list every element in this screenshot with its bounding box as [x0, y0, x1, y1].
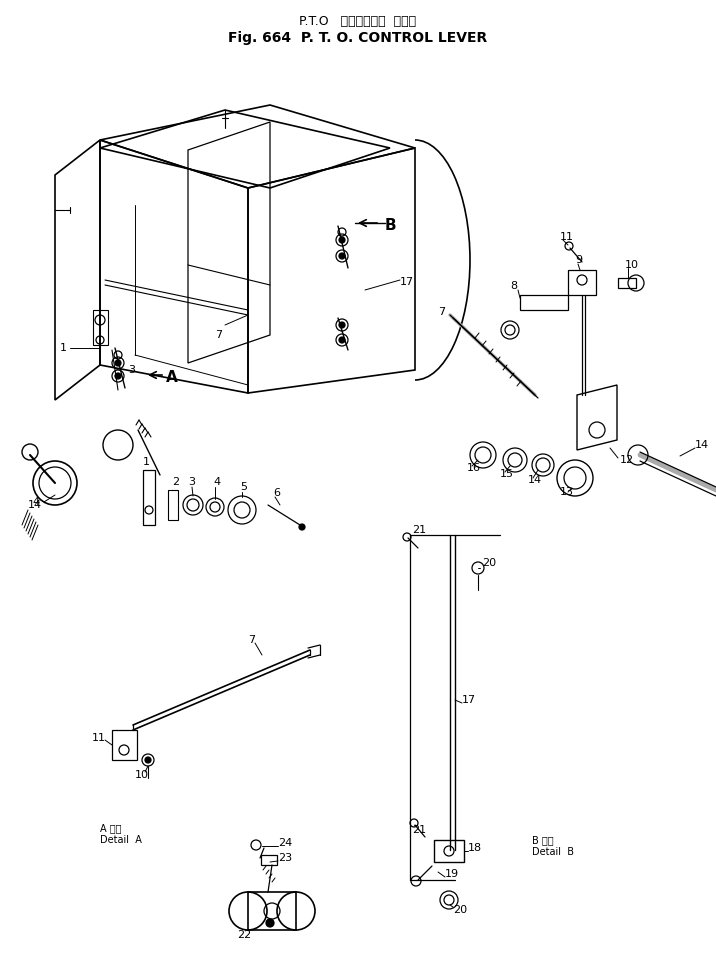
Text: 14: 14 [695, 440, 709, 450]
Bar [434, 840, 464, 862]
Text: 16: 16 [467, 463, 481, 473]
Bar [93, 310, 108, 345]
Text: 1: 1 [60, 343, 67, 353]
Circle shape [299, 524, 305, 530]
Text: 21: 21 [412, 825, 426, 835]
Text: 9: 9 [575, 255, 582, 265]
Text: 13: 13 [560, 487, 574, 497]
Text: P.T.O   コントロール  レバー: P.T.O コントロール レバー [299, 16, 417, 28]
Bar [261, 855, 277, 865]
Text: 18: 18 [468, 843, 482, 853]
Circle shape [339, 322, 345, 328]
Text: 21: 21 [412, 525, 426, 535]
Circle shape [145, 757, 151, 763]
Text: 17: 17 [462, 695, 476, 705]
Bar [618, 278, 636, 288]
Text: 11: 11 [92, 733, 106, 743]
Text: 7: 7 [248, 635, 255, 645]
Text: Detail  B: Detail B [532, 847, 574, 857]
Text: 17: 17 [400, 277, 414, 287]
Text: Fig. 664  P. T. O. CONTROL LEVER: Fig. 664 P. T. O. CONTROL LEVER [228, 31, 488, 45]
Circle shape [115, 373, 121, 379]
Text: 14: 14 [28, 500, 42, 510]
Text: 7: 7 [215, 330, 222, 340]
Text: 10: 10 [625, 260, 639, 270]
Text: 4: 4 [213, 477, 220, 487]
Text: 20: 20 [453, 905, 467, 915]
Bar [520, 295, 568, 310]
Text: 22: 22 [237, 930, 251, 940]
Text: 4: 4 [32, 497, 39, 507]
Circle shape [339, 253, 345, 259]
Text: A: A [166, 370, 178, 386]
Text: B 拡大: B 拡大 [532, 835, 553, 845]
Text: 11: 11 [560, 232, 574, 242]
Text: 8: 8 [510, 281, 517, 291]
Circle shape [266, 919, 274, 927]
Text: 20: 20 [482, 558, 496, 568]
Text: 19: 19 [445, 869, 459, 879]
Text: 1: 1 [143, 457, 150, 467]
Text: 14: 14 [528, 475, 542, 485]
Text: 23: 23 [278, 853, 292, 863]
Text: 12: 12 [620, 455, 634, 465]
Text: 15: 15 [500, 469, 514, 479]
Text: 5: 5 [240, 482, 247, 492]
Text: B: B [385, 219, 397, 233]
Text: 24: 24 [278, 838, 292, 848]
Text: A 拡大: A 拡大 [100, 823, 122, 833]
Circle shape [339, 237, 345, 243]
Text: 3: 3 [188, 477, 195, 487]
Text: 2: 2 [172, 477, 179, 487]
Bar [143, 470, 155, 525]
Text: 7: 7 [438, 307, 445, 317]
Bar [568, 270, 596, 295]
Text: 10: 10 [135, 770, 149, 780]
Circle shape [115, 360, 121, 366]
Text: Detail  A: Detail A [100, 835, 142, 845]
Bar [168, 490, 178, 520]
Text: 3: 3 [128, 365, 135, 375]
Circle shape [339, 337, 345, 343]
Bar [112, 730, 137, 760]
Text: 6: 6 [273, 488, 280, 498]
